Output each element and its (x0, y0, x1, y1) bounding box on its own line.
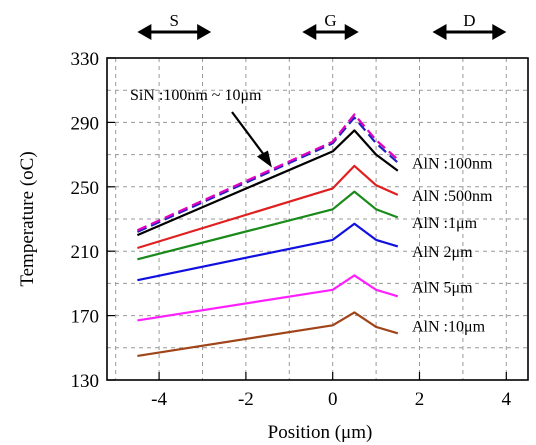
plot-frame (106, 57, 529, 381)
grid (107, 58, 528, 380)
y-tick-label: 250 (71, 178, 100, 199)
y-tick-label: 210 (71, 242, 100, 263)
series-line (137, 222, 399, 282)
region-arrow-head-right (344, 24, 359, 40)
series-label: AlN :100nm (412, 156, 493, 173)
y-axis-label: Temperature (oC) (17, 151, 38, 286)
region-arrow-head-left (137, 24, 152, 40)
x-tick-label: 4 (502, 389, 512, 410)
region-arrow-head-left (432, 24, 447, 40)
region-label: S (170, 11, 179, 30)
y-tick-label: 330 (71, 49, 100, 70)
x-tick-label: -4 (151, 389, 167, 410)
series-line (137, 164, 399, 250)
series-label: AlN :10μm (412, 318, 486, 335)
x-axis-label: Position (μm) (268, 422, 373, 443)
series-label: AlN 2μm (412, 244, 473, 261)
region-arrow-head-right (492, 24, 507, 40)
series-line (136, 129, 399, 237)
x-tick-label: 2 (415, 389, 425, 410)
x-axis-ticks: -4 -2 0 2 4 (151, 372, 512, 410)
annotation-text: SiN :100nm ~ 10μm (130, 87, 262, 104)
series-label: AlN 5μm (412, 280, 473, 297)
annotation-arrow-shaft (231, 111, 267, 159)
series-line (137, 190, 399, 261)
region-label: D (463, 11, 475, 30)
annotation-arrow-head (256, 150, 272, 168)
x-tick-label: 0 (328, 389, 338, 410)
series-line (137, 274, 399, 322)
series-line (136, 116, 399, 233)
y-tick-label: 290 (71, 113, 100, 134)
series-labels: AlN :100nm AlN :500nm AlN :1μm AlN 2μm AlN 5… (412, 156, 493, 336)
y-tick-label: 130 (71, 371, 100, 392)
series-line (137, 311, 399, 357)
series-label: AlN :500nm (412, 188, 493, 205)
series-line (136, 113, 399, 232)
series-lines (136, 113, 399, 357)
series-label: AlN :1μm (412, 215, 478, 232)
region-arrow-head-right (197, 24, 212, 40)
y-axis-ticks: 130 170 210 250 290 330 (71, 49, 115, 392)
y-tick-label: 170 (71, 307, 100, 328)
annotation: SiN :100nm ~ 10μm (130, 87, 272, 168)
region-label: G (324, 11, 336, 30)
region-arrow-head-left (302, 24, 317, 40)
x-tick-label: -2 (238, 389, 254, 410)
